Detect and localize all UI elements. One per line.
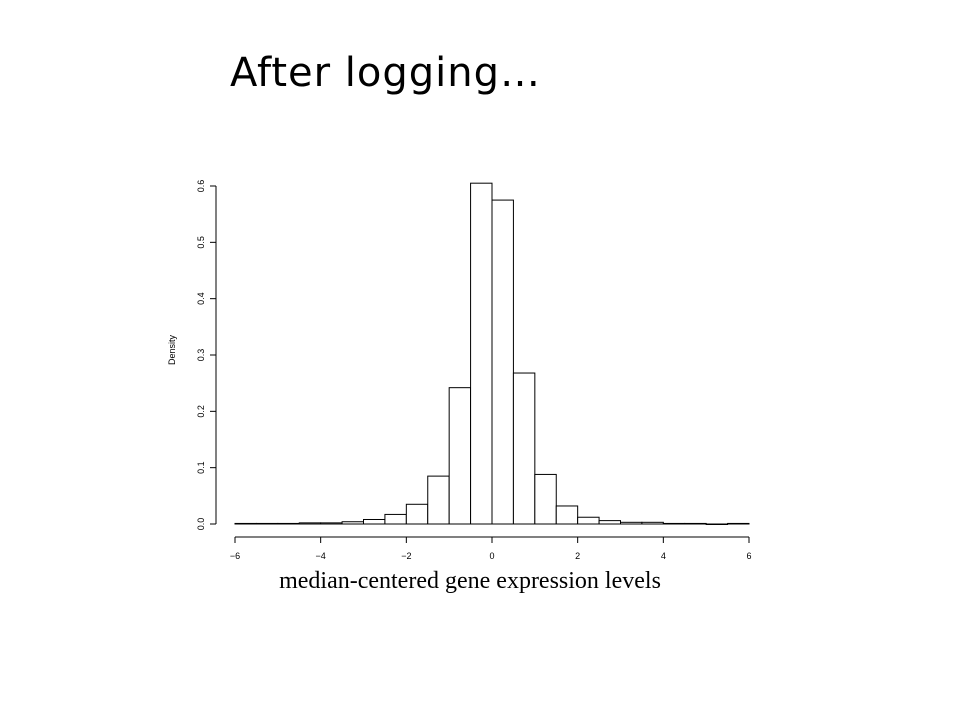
histogram-bar [641, 521, 664, 525]
histogram-bar [255, 522, 279, 525]
x-axis-label-text: median-centered gene expression levels [279, 568, 661, 594]
slide-title: After logging… [230, 50, 541, 96]
x-tick-label: 2 [575, 551, 580, 561]
histogram-bar [448, 387, 472, 525]
histogram-bar [277, 522, 300, 525]
histogram-bar [491, 199, 514, 525]
y-tick-label: 0.3 [196, 349, 206, 362]
y-tick-label: 0.6 [196, 180, 206, 193]
histogram-bar [341, 521, 365, 525]
x-tick-label: 0 [489, 551, 494, 561]
histogram-bar [234, 522, 257, 525]
histogram-bar [384, 513, 407, 525]
x-tick-label: 6 [746, 551, 751, 561]
histogram-bars [234, 182, 750, 525]
histogram-bar [363, 518, 386, 525]
histogram-bar [512, 372, 536, 525]
histogram-bar [620, 521, 643, 525]
x-tick-label: −2 [401, 551, 411, 561]
y-axis-label: Density [167, 335, 177, 366]
histogram-bar [705, 523, 729, 525]
histogram-bar [320, 522, 343, 525]
histogram-bar [684, 522, 707, 525]
histogram-bar [555, 505, 579, 525]
histogram-bar [534, 473, 557, 525]
y-axis: 0.0 0.1 0.2 0.3 0.4 0.5 0.6 [196, 180, 217, 531]
histogram-bar [405, 503, 429, 525]
histogram-bar [470, 182, 493, 525]
histogram-bar [298, 522, 322, 525]
x-axis-label: median-centered gene expression levels [0, 568, 940, 595]
y-tick-label: 0.2 [196, 405, 206, 418]
histogram-bar [598, 520, 621, 525]
y-tick-label: 0.5 [196, 236, 206, 249]
histogram-bar [577, 516, 600, 525]
y-tick-label: 0.1 [196, 461, 206, 474]
y-tick-label: 0.4 [196, 292, 206, 305]
x-axis: −6 −4 −2 0 2 4 6 [230, 536, 752, 561]
histogram-bar [727, 522, 750, 525]
x-tick-label: −6 [230, 551, 240, 561]
histogram-bar [662, 522, 686, 525]
x-tick-label: −4 [316, 551, 326, 561]
histogram-bar [427, 475, 450, 525]
x-tick-label: 4 [661, 551, 666, 561]
y-tick-label: 0.0 [196, 518, 206, 531]
